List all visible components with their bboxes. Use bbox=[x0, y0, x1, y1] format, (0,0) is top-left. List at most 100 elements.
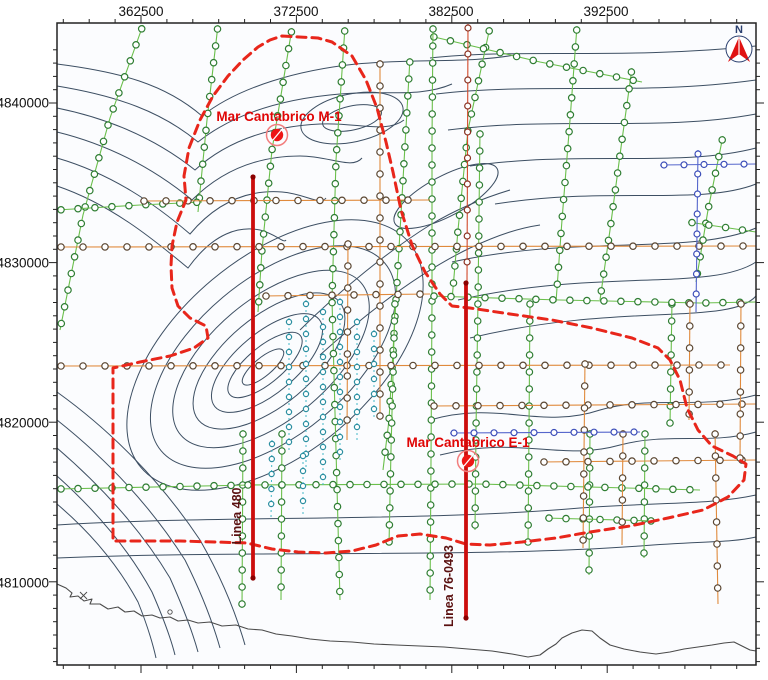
shot-point-marker bbox=[651, 242, 659, 250]
shot-point-marker bbox=[330, 230, 338, 239]
shot-point-marker bbox=[335, 112, 343, 120]
shot-point-marker bbox=[319, 323, 327, 331]
shot-point-marker bbox=[525, 317, 534, 325]
shot-point-marker bbox=[343, 284, 352, 292]
shot-point-marker bbox=[525, 334, 534, 342]
shot-point-marker bbox=[736, 432, 745, 440]
shot-point-marker bbox=[211, 42, 220, 50]
shot-point-marker bbox=[694, 456, 702, 465]
shot-point-marker bbox=[336, 433, 344, 441]
shot-point-marker bbox=[427, 382, 436, 390]
shot-point-marker bbox=[198, 160, 207, 169]
shot-point-marker bbox=[579, 514, 588, 522]
shot-point-marker bbox=[285, 363, 293, 371]
axis-label-easting: 362500 bbox=[118, 4, 163, 19]
shot-point-marker bbox=[81, 203, 90, 211]
shot-point-marker bbox=[268, 455, 275, 463]
shot-point-marker bbox=[353, 318, 361, 326]
shot-point-marker bbox=[370, 405, 378, 413]
shot-point-marker bbox=[227, 481, 235, 490]
shot-point-marker bbox=[402, 126, 410, 134]
contour-line bbox=[56, 419, 221, 649]
shot-point-marker bbox=[256, 263, 265, 272]
shot-point-marker bbox=[601, 483, 609, 492]
islet bbox=[167, 609, 173, 615]
shot-point-marker bbox=[457, 194, 466, 203]
axis-label-northing: 4820000 bbox=[0, 416, 49, 431]
shot-point-marker bbox=[563, 242, 571, 251]
shot-point-marker bbox=[685, 344, 694, 352]
shot-point-marker bbox=[447, 292, 455, 301]
shot-point-marker bbox=[628, 457, 636, 465]
shot-point-marker bbox=[272, 196, 280, 205]
shot-point-marker bbox=[600, 297, 608, 305]
axis-label-northing: 4810000 bbox=[0, 576, 49, 591]
shot-point-marker bbox=[549, 295, 557, 304]
shot-point-marker bbox=[714, 152, 723, 161]
shot-point-marker bbox=[474, 266, 483, 274]
shot-point-marker bbox=[524, 504, 533, 512]
shot-point-marker bbox=[343, 372, 352, 380]
shot-point-marker bbox=[427, 467, 435, 475]
shot-point-marker bbox=[277, 498, 286, 506]
shot-point-marker bbox=[430, 33, 438, 41]
shot-point-marker bbox=[617, 297, 625, 306]
shot-point-marker bbox=[333, 485, 341, 494]
shot-point-marker bbox=[474, 300, 482, 308]
shot-point-marker bbox=[569, 77, 577, 85]
shot-point-marker bbox=[57, 362, 65, 370]
shot-point-marker bbox=[672, 400, 680, 409]
shot-point-marker bbox=[376, 60, 384, 68]
shot-point-marker bbox=[472, 419, 480, 427]
shot-point-marker bbox=[716, 400, 724, 409]
shot-point-marker bbox=[393, 278, 401, 287]
shot-point-marker bbox=[475, 181, 484, 189]
shot-point-marker bbox=[319, 398, 327, 406]
shot-point-marker bbox=[541, 361, 549, 370]
shot-point-marker bbox=[540, 401, 548, 410]
shot-point-marker bbox=[519, 242, 527, 251]
shot-point-marker bbox=[268, 440, 276, 448]
shot-point-marker bbox=[336, 358, 344, 366]
shot-point-marker bbox=[567, 94, 576, 102]
shot-point-marker bbox=[448, 480, 456, 488]
shot-point-marker bbox=[372, 290, 380, 299]
shot-point-marker bbox=[579, 470, 588, 478]
shot-point-marker bbox=[570, 60, 579, 68]
shot-point-marker bbox=[620, 118, 629, 127]
shot-point-marker bbox=[462, 143, 471, 152]
shot-point-marker bbox=[464, 102, 472, 110]
shot-point-marker bbox=[640, 447, 649, 455]
shot-point-marker bbox=[672, 456, 680, 465]
shot-point-marker bbox=[518, 401, 526, 410]
axes-layer: 362500 372500 382500 392500 4840000 4830000 48… bbox=[0, 4, 764, 673]
shot-point-marker bbox=[450, 429, 458, 437]
shot-point-marker bbox=[115, 89, 123, 97]
shot-point-marker bbox=[330, 213, 339, 222]
shot-point-marker bbox=[376, 412, 384, 420]
contour-line bbox=[56, 536, 757, 559]
shot-point-marker bbox=[429, 25, 437, 33]
shot-point-marker bbox=[515, 294, 523, 303]
shot-point-marker bbox=[376, 192, 384, 200]
shot-point-marker bbox=[553, 280, 562, 289]
shot-point-marker bbox=[330, 366, 338, 375]
shot-point-marker bbox=[524, 487, 533, 495]
shot-point-marker bbox=[685, 366, 694, 374]
line-end-cap bbox=[250, 575, 256, 581]
shot-point-marker bbox=[673, 242, 681, 250]
shot-point-marker bbox=[329, 480, 337, 489]
shot-point-marker bbox=[739, 242, 747, 250]
shot-point-marker bbox=[738, 400, 746, 408]
shot-point-marker bbox=[426, 586, 434, 594]
shot-point-marker bbox=[239, 447, 247, 455]
shot-point-marker bbox=[414, 480, 422, 489]
shot-point-marker bbox=[562, 457, 570, 466]
shot-point-marker bbox=[640, 498, 649, 506]
shot-point-marker bbox=[294, 196, 302, 205]
shot-point-marker bbox=[713, 540, 721, 548]
shot-point-marker bbox=[471, 470, 480, 478]
shot-point-marker bbox=[431, 242, 439, 251]
shot-point-marker bbox=[285, 378, 293, 386]
shot-point-marker bbox=[328, 281, 337, 290]
